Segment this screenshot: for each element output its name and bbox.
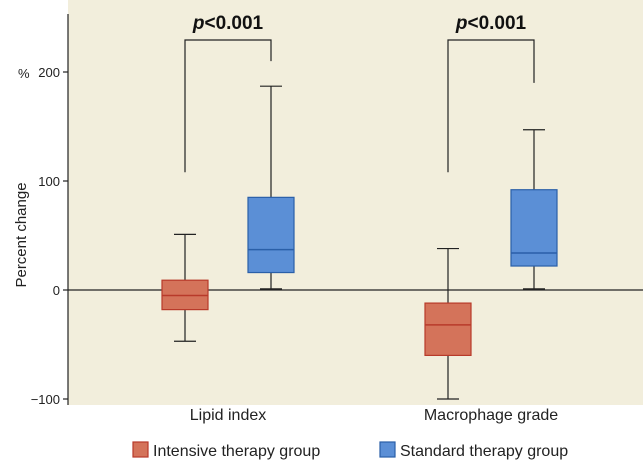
category-label: Macrophage grade bbox=[424, 407, 558, 424]
category-labels: Lipid index Macrophage grade bbox=[190, 407, 559, 424]
box-1-0 bbox=[247, 85, 295, 290]
y-ticks: −100 0 100 200 bbox=[31, 65, 68, 407]
category-label: Lipid index bbox=[190, 407, 267, 424]
boxes bbox=[161, 85, 558, 400]
iqr-box bbox=[247, 196, 295, 274]
legend-item: Standard therapy group bbox=[379, 441, 568, 460]
y-tick-label: 100 bbox=[38, 174, 60, 189]
y-unit-label: % bbox=[18, 66, 30, 81]
y-tick-label: −100 bbox=[31, 392, 60, 407]
box-0-1 bbox=[424, 247, 472, 400]
box-1-1 bbox=[510, 129, 558, 290]
significance-bracket: p<0.001 bbox=[184, 13, 272, 173]
p-value-label: p<0.001 bbox=[192, 13, 264, 34]
box-0-0 bbox=[161, 233, 209, 342]
bracket-line bbox=[447, 39, 535, 173]
legend: Intensive therapy group Standard therapy … bbox=[132, 441, 568, 460]
p-value-label: p<0.001 bbox=[455, 13, 527, 34]
legend-item: Intensive therapy group bbox=[132, 441, 320, 460]
y-axis-title: Percent change bbox=[13, 182, 30, 287]
iqr-box bbox=[510, 189, 558, 267]
y-tick-label: 0 bbox=[53, 283, 60, 298]
y-tick-label: 200 bbox=[38, 65, 60, 80]
bracket-line bbox=[184, 39, 272, 173]
iqr-box bbox=[424, 302, 472, 356]
significance-bracket: p<0.001 bbox=[447, 13, 535, 173]
legend-label: Intensive therapy group bbox=[153, 443, 320, 460]
legend-swatch bbox=[379, 441, 396, 458]
legend-label: Standard therapy group bbox=[400, 443, 568, 460]
legend-swatch bbox=[132, 441, 149, 458]
significance-annotations: p<0.001 p<0.001 bbox=[184, 13, 535, 173]
